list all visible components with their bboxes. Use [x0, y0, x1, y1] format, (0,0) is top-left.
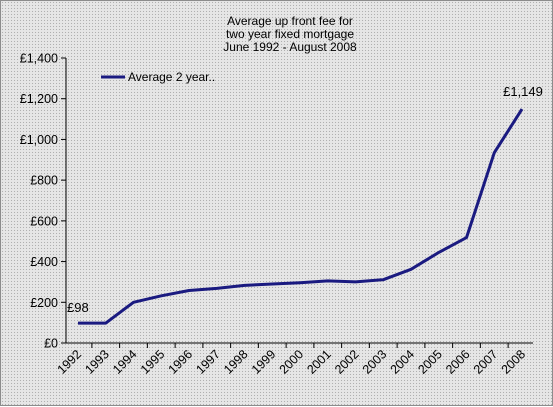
x-tick-label: 2008 [499, 347, 529, 377]
x-tick-label: 2007 [471, 347, 501, 377]
x-tick-label: 2002 [332, 347, 362, 377]
x-tick-label: 1999 [249, 347, 279, 377]
x-tick-label: 1995 [138, 347, 168, 377]
y-tick-label: £1,200 [20, 92, 58, 106]
y-tick-label: £1,400 [20, 52, 58, 66]
x-tick-label: 1993 [82, 347, 112, 377]
x-tick-label: 2006 [443, 347, 473, 377]
x-tick-label: 2000 [277, 347, 307, 377]
y-tick-label: £600 [30, 214, 58, 228]
y-tick-label: £200 [30, 296, 58, 310]
data-label: £1,149 [503, 84, 543, 99]
x-tick-label: 2003 [360, 347, 390, 377]
x-tick-label: 1992 [55, 347, 85, 377]
y-tick-label: £800 [30, 174, 58, 188]
x-tick-label: 1997 [193, 347, 223, 377]
legend: Average 2 year.. [101, 70, 215, 84]
y-tick-label: £1,000 [20, 133, 58, 147]
x-tick-label: 2001 [304, 347, 334, 377]
chart-title-line: June 1992 - August 2008 [223, 40, 357, 54]
x-tick-label: 1994 [110, 347, 140, 377]
x-tick-label: 1996 [166, 347, 196, 377]
legend-label: Average 2 year.. [128, 70, 215, 84]
plot-area: £0 £200 £400 £600 £800 £1,000 £1,200 £1,400 1992… [20, 52, 543, 377]
chart-title-line: two year fixed mortgage [226, 27, 354, 41]
y-tick-label: £400 [30, 255, 58, 269]
x-tick-label: 1998 [221, 347, 251, 377]
data-label: £98 [67, 300, 89, 315]
series-line [78, 108, 524, 325]
x-tick-label: 2004 [388, 347, 418, 377]
chart-title-line: Average up front fee for [227, 14, 353, 28]
y-tick-label: £0 [44, 337, 58, 351]
x-tick-label: 2005 [415, 347, 445, 377]
